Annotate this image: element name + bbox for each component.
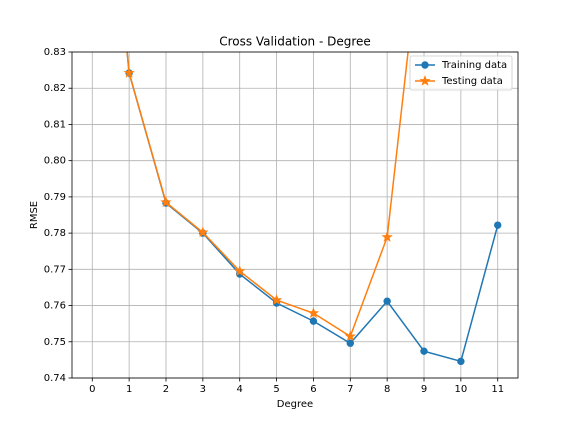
marker (381, 231, 393, 242)
y-tick-label: 0.74 (44, 373, 66, 384)
axes-frame (71, 51, 519, 379)
ticks: 0 1 2 3 4 5 6 7 8 9 10 11 0.74 0.75 0.76 0.77 0.78 0.79 0.… (44, 47, 504, 395)
x-tick-label: 3 (200, 384, 206, 395)
marker (307, 307, 320, 318)
marker (421, 61, 429, 69)
x-tick-label: 1 (126, 384, 132, 395)
legend-label: Testing data (441, 76, 503, 87)
y-axis-label: RMSE (29, 201, 40, 229)
marker (494, 221, 502, 229)
x-tick-label: 9 (421, 384, 427, 395)
legend: Training data Testing data (409, 55, 513, 91)
marker (234, 265, 246, 276)
y-tick-label: 0.79 (44, 192, 66, 203)
y-tick-label: 0.83 (44, 47, 66, 58)
x-tick-label: 8 (384, 384, 390, 395)
chart-title: Cross Validation - Degree (219, 35, 371, 49)
x-tick-label: 0 (89, 384, 95, 395)
plot-area (123, 52, 502, 366)
y-tick-label: 0.80 (44, 156, 66, 167)
marker (344, 330, 356, 342)
marker (383, 297, 391, 305)
marker (346, 339, 354, 347)
marker (197, 226, 209, 238)
y-tick-label: 0.78 (44, 228, 66, 239)
x-tick-label: 11 (491, 384, 504, 395)
series-line (126, 52, 409, 338)
legend-label: Training data (441, 60, 507, 71)
y-tick-label: 0.81 (44, 119, 66, 130)
marker (419, 75, 431, 86)
x-tick-label: 10 (455, 384, 468, 395)
marker (160, 196, 172, 208)
y-tick-label: 0.82 (44, 83, 66, 94)
y-tick-label: 0.75 (44, 337, 66, 348)
x-axis-label: Degree (277, 399, 313, 410)
x-tick-label: 2 (163, 384, 169, 395)
x-tick-label: 7 (347, 384, 353, 395)
y-tick-label: 0.77 (44, 264, 66, 275)
x-tick-label: 4 (237, 384, 243, 395)
legend-box (409, 55, 513, 91)
y-tick-label: 0.76 (44, 301, 66, 312)
x-tick-label: 5 (273, 384, 279, 395)
marker (123, 67, 135, 78)
marker (457, 357, 465, 366)
x-tick-label: 6 (310, 384, 316, 395)
marker (420, 347, 428, 355)
marker (270, 294, 283, 305)
marker (309, 317, 318, 325)
